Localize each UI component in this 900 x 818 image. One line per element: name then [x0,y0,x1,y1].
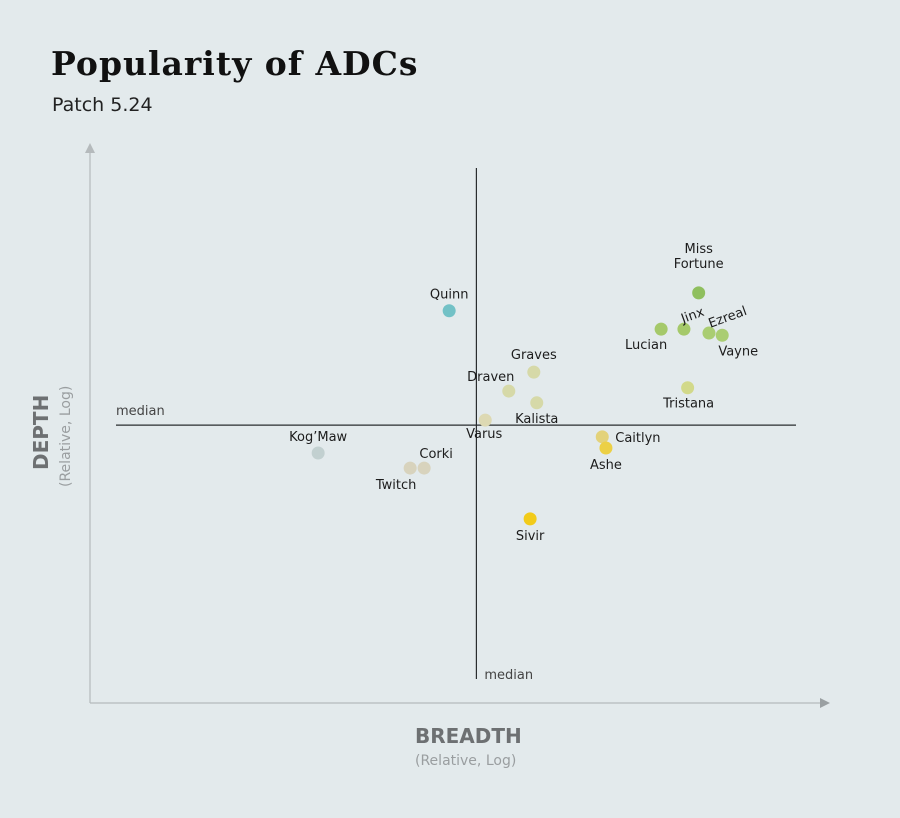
x-axis-arrow-icon [820,698,830,708]
y-axis-title: DEPTH [29,395,53,470]
data-point-caitlyn [595,430,609,444]
data-label-kog-maw: Kog’Maw [289,430,347,445]
data-label-jinx: Jinx [678,305,706,328]
data-point-vayne [715,328,729,342]
x-axis-subtitle: (Relative, Log) [415,753,516,769]
data-label-ashe: Ashe [590,458,622,473]
y-axis-arrow-icon [85,143,95,153]
data-point-miss-fortune [692,286,706,300]
data-label-ezreal: Ezreal [707,304,749,332]
data-point-lucian [654,322,668,336]
data-point-ashe [599,441,613,455]
data-label-caitlyn: Caitlyn [615,431,660,446]
data-label-twitch: Twitch [375,478,417,493]
data-point-jinx [677,322,691,336]
median-label-vertical: median [484,668,533,683]
median-label-horizontal: median [116,404,165,419]
chart-subtitle: Patch 5.24 [52,94,153,116]
data-point-corki [417,461,431,475]
data-label-tristana: Tristana [662,397,714,412]
data-point-sivir [523,512,537,526]
data-point-kalista [530,396,544,410]
data-label-sivir: Sivir [516,529,545,544]
data-point-kog-maw [311,446,325,460]
data-point-tristana [681,381,695,395]
data-point-draven [502,384,516,398]
data-label-corki: Corki [419,447,453,462]
x-axis-title: BREADTH [415,724,522,748]
data-point-varus [478,413,492,427]
data-label-vayne: Vayne [718,344,758,359]
data-label-kalista: Kalista [515,412,558,427]
data-point-graves [527,365,541,379]
data-label-quinn: Quinn [430,288,469,303]
y-axis-subtitle: (Relative, Log) [58,386,74,487]
data-label-miss-fortune: Miss Fortune [674,242,724,272]
data-label-varus: Varus [466,427,502,442]
data-point-twitch [403,461,417,475]
data-points: Quinn Miss Fortune Lucian Jinx Ezreal Vayne Tri… [289,242,758,544]
data-label-graves: Graves [511,348,557,363]
data-label-lucian: Lucian [625,338,667,353]
chart-title: Popularity of ADCs [51,44,419,83]
data-label-draven: Draven [467,370,514,385]
data-point-quinn [442,304,456,318]
data-point-ezreal [702,326,716,340]
